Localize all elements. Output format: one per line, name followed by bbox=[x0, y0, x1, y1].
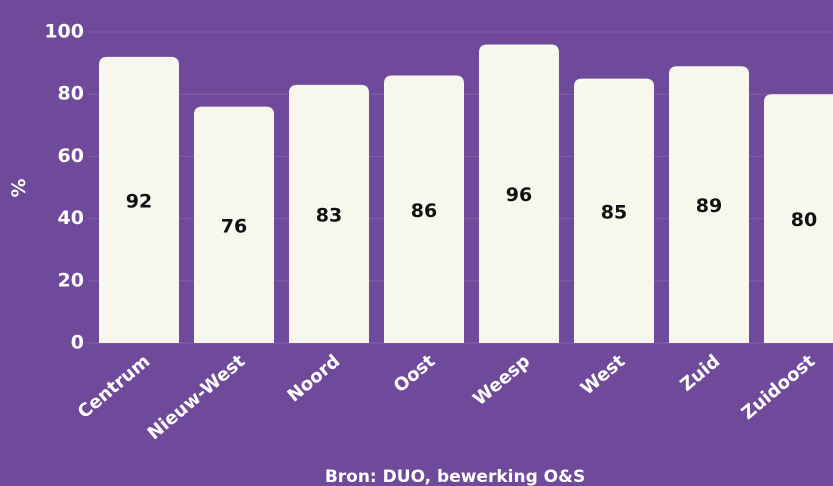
bar bbox=[384, 75, 464, 343]
x-tick-label: Noord bbox=[284, 351, 345, 407]
y-tick-label: 80 bbox=[58, 83, 84, 105]
x-tick-label: Zuidoost bbox=[738, 350, 820, 424]
bar bbox=[574, 78, 654, 344]
y-tick-label: 0 bbox=[71, 332, 84, 354]
source: Bron: DUO, bewerking O&S bbox=[325, 467, 585, 486]
value-label: 76 bbox=[221, 215, 247, 237]
bar bbox=[99, 56, 179, 343]
y-tick-label: 100 bbox=[44, 21, 84, 43]
value-label: 83 bbox=[316, 204, 342, 226]
x-tick-label: Centrum bbox=[74, 351, 154, 423]
y-tick-label: 60 bbox=[58, 145, 84, 167]
value-label: 80 bbox=[791, 209, 817, 231]
value-label: 89 bbox=[696, 195, 722, 217]
value-label: 92 bbox=[126, 190, 152, 212]
y-tick-label: 40 bbox=[58, 207, 84, 229]
bar bbox=[764, 94, 833, 343]
value-label: 96 bbox=[506, 184, 532, 206]
bar bbox=[289, 84, 369, 344]
bar bbox=[479, 44, 559, 343]
x-tick-label: Nieuw-West bbox=[144, 350, 250, 444]
x-tick-label: Oost bbox=[390, 350, 440, 397]
x-tick-label: West bbox=[577, 350, 630, 399]
y-tick-label: 20 bbox=[58, 269, 84, 291]
value-label: 86 bbox=[411, 200, 437, 222]
bar bbox=[669, 66, 749, 344]
y-axis-label: % bbox=[8, 178, 30, 197]
x-tick-label: Zuid bbox=[676, 351, 724, 396]
bar bbox=[194, 106, 274, 343]
value-label: 85 bbox=[601, 201, 627, 223]
x-tick-label: Weesp bbox=[469, 351, 534, 410]
